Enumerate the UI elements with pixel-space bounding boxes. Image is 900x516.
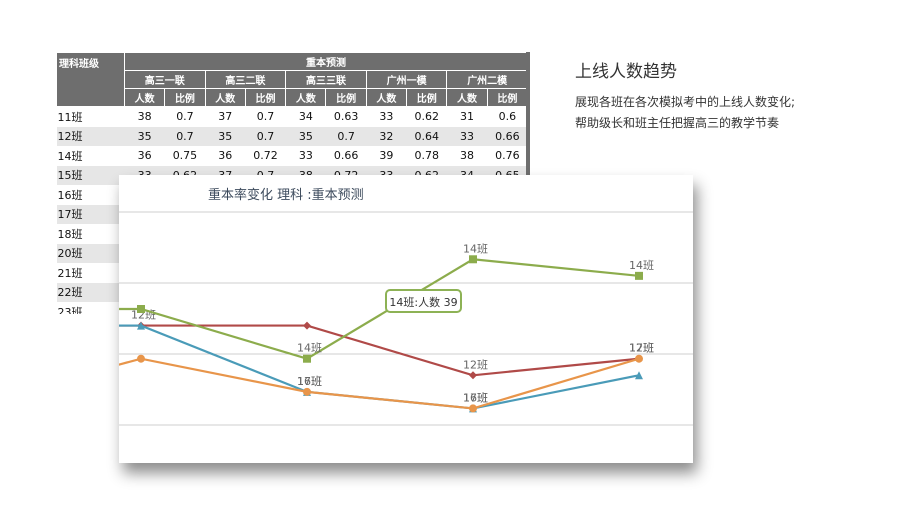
value-cell[interactable]: 0.76	[495, 149, 520, 163]
value-cell[interactable]: 33	[298, 149, 313, 163]
class-cell[interactable]: 11班	[57, 110, 83, 124]
value-cell[interactable]: 0.7	[256, 110, 275, 124]
data-label: 17班	[297, 375, 322, 388]
value-cell[interactable]: 0.62	[414, 110, 439, 124]
value-cell[interactable]: 35	[205, 126, 246, 146]
sub-header: 比例	[486, 88, 528, 107]
table-row: 21班	[57, 263, 528, 283]
series-line	[119, 324, 640, 377]
data-point[interactable]	[303, 354, 311, 363]
value-cell[interactable]: 0.7	[325, 126, 367, 146]
data-point[interactable]	[469, 371, 477, 380]
exam-header: 高三三联	[285, 70, 367, 89]
value-cell[interactable]: 0.7	[176, 110, 194, 124]
table-row: 16班	[57, 185, 528, 205]
value-cell[interactable]: 0.72	[253, 149, 278, 163]
data-label: 14班	[629, 259, 654, 272]
data-label: 14班	[297, 342, 322, 355]
value-cell[interactable]: 35	[285, 126, 326, 146]
value-cell[interactable]: 0.63	[333, 110, 359, 124]
line-chart: 12班12班12班14班14班14班14班16班16班16班17班17班17班1…	[119, 211, 693, 426]
class-cell[interactable]: 23班	[57, 305, 83, 314]
table-row: 23班	[57, 302, 528, 314]
value-cell[interactable]: 33	[446, 126, 488, 146]
chart-card[interactable]: 12班12班12班14班14班14班14班16班16班16班17班17班17班1…	[119, 175, 693, 463]
value-cell[interactable]: 0.7	[245, 126, 286, 146]
class-cell[interactable]: 12班	[56, 126, 125, 146]
data-point[interactable]	[635, 371, 643, 380]
value-cell[interactable]: 0.78	[414, 149, 439, 163]
sub-header: 比例	[406, 88, 448, 107]
panel-title: 上线人数趋势	[575, 62, 677, 82]
value-cell[interactable]: 0.6	[498, 110, 517, 124]
table-row: 11班 38 0.7 37 0.7 34 0.63 33 0.62 31 0.6	[57, 107, 528, 127]
exam-header: 高三一联	[124, 70, 206, 89]
value-cell[interactable]: 34	[298, 110, 313, 124]
data-point[interactable]	[469, 404, 477, 413]
value-cell[interactable]: 32	[366, 126, 407, 146]
sub-header: 人数	[285, 88, 327, 107]
data-label: 17班	[629, 342, 654, 355]
value-cell[interactable]: 31	[460, 110, 475, 124]
panel-description: 展现各班在各次模拟考中的上线人数变化; 帮助级长和班主任把握高三的教学节奏	[575, 92, 875, 134]
data-point[interactable]	[635, 354, 643, 363]
data-point[interactable]	[137, 354, 145, 363]
table-row: 18班	[57, 224, 528, 244]
data-point[interactable]	[137, 321, 145, 330]
info-panel: 上线人数趋势 展现各班在各次模拟考中的上线人数变化; 帮助级长和班主任把握高三的…	[575, 57, 875, 134]
value-cell[interactable]: 0.75	[172, 149, 198, 163]
data-point[interactable]	[137, 305, 145, 313]
series-line	[119, 258, 640, 360]
data-label: 16班	[297, 375, 322, 388]
value-cell[interactable]: 33	[379, 110, 394, 124]
value-cell[interactable]: 36	[137, 149, 152, 163]
class-cell[interactable]: 17班	[56, 204, 125, 224]
value-cell[interactable]: 37	[218, 110, 233, 124]
value-cell[interactable]: 38	[137, 110, 152, 124]
exam-header: 高三二联	[204, 70, 287, 89]
class-cell[interactable]: 15班	[56, 165, 125, 185]
class-cell[interactable]: 16班	[57, 188, 83, 202]
sub-header: 人数	[204, 88, 246, 107]
value-cell[interactable]: 39	[379, 149, 394, 163]
exam-header: 广州一模	[365, 70, 448, 89]
chart-title: 重本率变化 理科 :重本预测	[208, 188, 364, 203]
data-label: 12班	[463, 358, 488, 371]
data-label: 16班	[463, 391, 488, 404]
sub-header: 人数	[365, 88, 408, 107]
sub-header: 人数	[123, 88, 166, 107]
panel-desc-line-1: 展现各班在各次模拟考中的上线人数变化;	[575, 95, 796, 109]
value-cell[interactable]: 0.64	[406, 126, 447, 146]
sub-header: 比例	[325, 88, 367, 107]
data-point[interactable]	[303, 321, 311, 330]
value-cell[interactable]: 0.7	[164, 126, 206, 146]
data-point[interactable]	[469, 255, 477, 264]
class-cell[interactable]: 20班	[56, 243, 125, 263]
class-cell[interactable]: 14班	[57, 149, 83, 163]
group-header: 重本预测	[124, 52, 528, 71]
data-point[interactable]	[303, 387, 311, 396]
class-column-header: 理科班级	[56, 52, 125, 107]
data-label: 17班	[463, 391, 488, 404]
data-label: 12班	[629, 342, 654, 355]
class-cell[interactable]: 21班	[57, 266, 83, 280]
data-label: 14班	[463, 242, 488, 255]
sub-header: 比例	[244, 88, 287, 107]
chart-tooltip: 14班:人数 39	[385, 289, 462, 313]
class-cell[interactable]: 18班	[57, 227, 83, 241]
value-cell[interactable]: 0.66	[333, 149, 359, 163]
panel-desc-line-2: 帮助级长和班主任把握高三的教学节奏	[575, 116, 780, 130]
data-point[interactable]	[635, 271, 643, 280]
class-cell[interactable]: 22班	[56, 282, 125, 302]
table-row: 14班 36 0.75 36 0.72 33 0.66 39 0.78 38 0.76	[57, 146, 528, 166]
value-cell[interactable]: 35	[124, 126, 165, 146]
value-cell[interactable]: 36	[218, 149, 233, 163]
sub-header: 人数	[446, 88, 488, 107]
sub-header: 比例	[164, 88, 206, 107]
value-cell[interactable]: 38	[460, 149, 475, 163]
value-cell[interactable]: 0.66	[487, 126, 528, 146]
table-row: 12班 35 0.7 35 0.7 35 0.7 32 0.64 33 0.66	[56, 126, 528, 146]
exam-header: 广州二模	[446, 70, 528, 89]
